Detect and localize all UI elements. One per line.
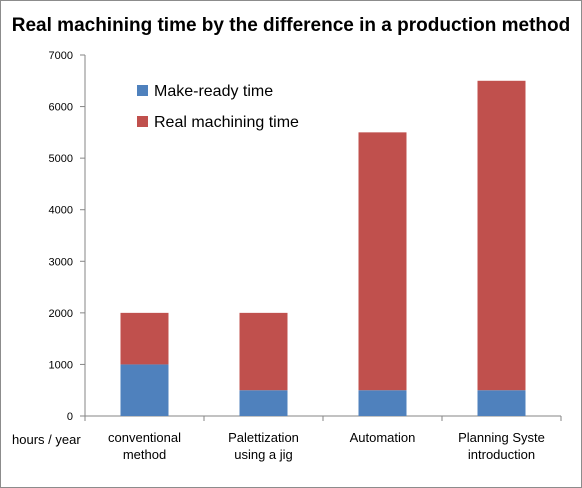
bar-make-ready-1	[239, 390, 288, 416]
y-tick-label: 5000	[49, 153, 73, 165]
x-tick-label-line: method	[123, 447, 166, 462]
legend: Make-ready time Real machining time	[137, 83, 299, 131]
bar-real-machining-1	[239, 312, 288, 391]
legend-swatch	[137, 116, 148, 127]
legend-label: Real machining time	[154, 114, 299, 131]
x-tick-label-line: using a jig	[234, 447, 293, 462]
legend-label: Make-ready time	[154, 83, 273, 100]
x-tick-label: Automation	[350, 430, 416, 445]
x-tick-label: Palettization using a jig	[228, 430, 299, 462]
bar-make-ready-0	[120, 364, 169, 416]
y-tick-label: 1000	[49, 359, 73, 371]
bar-real-machining-2	[358, 132, 407, 391]
y-tick-label: 4000	[49, 205, 73, 217]
x-tick-label-line: Planning Syste	[458, 430, 545, 445]
bar-real-machining-3	[477, 80, 526, 391]
y-tick-label: 6000	[49, 102, 73, 114]
chart-title: Real machining time by the difference in…	[11, 15, 571, 36]
x-tick-label-line: introduction	[468, 447, 535, 462]
y-tick-label: 3000	[49, 256, 73, 268]
x-tick-label: conventional method	[108, 430, 181, 462]
y-tick-label: 2000	[49, 308, 73, 320]
x-tick-label: Planning Syste introduction	[458, 430, 545, 462]
bar-make-ready-2	[358, 390, 407, 416]
x-tick-label-line: Palettization	[228, 430, 299, 445]
y-tick-label: 0	[67, 411, 73, 423]
bars	[120, 80, 526, 416]
bar-real-machining-0	[120, 312, 169, 365]
x-tick-label-line: Automation	[350, 430, 416, 445]
unit-label: hours / year	[12, 432, 81, 447]
x-tick-label-line: conventional	[108, 430, 181, 445]
bar-make-ready-3	[477, 390, 526, 416]
y-tick-label: 7000	[49, 50, 73, 62]
legend-swatch	[137, 85, 148, 96]
